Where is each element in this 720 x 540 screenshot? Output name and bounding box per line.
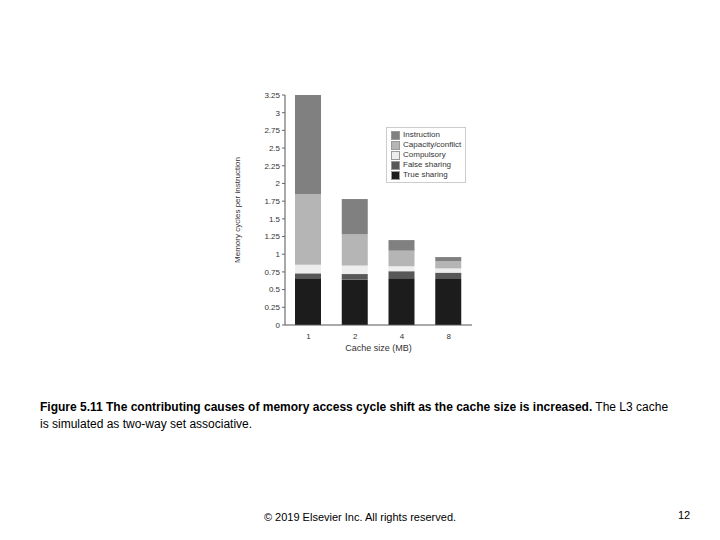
svg-text:0: 0: [276, 321, 281, 330]
svg-text:2: 2: [276, 179, 281, 188]
svg-text:4: 4: [400, 332, 405, 341]
svg-text:Memory cycles per instruction: Memory cycles per instruction: [235, 157, 242, 263]
svg-text:0.25: 0.25: [264, 303, 280, 312]
svg-text:1.5: 1.5: [269, 215, 281, 224]
svg-text:1: 1: [276, 250, 281, 259]
html-text:12: 12: [678, 509, 691, 521]
html-text:© 2019 Elsevier Inc. All right: © 2019 Elsevier Inc. All rights reserved…: [263, 511, 457, 523]
svg-text:2.25: 2.25: [264, 162, 280, 171]
html-text:Capacity/conflict: Capacity/conflict: [403, 140, 462, 149]
svg-text:2.5: 2.5: [269, 144, 281, 153]
svg-text:8: 8: [446, 332, 451, 341]
svg-text:2: 2: [353, 332, 358, 341]
svg-text:3.25: 3.25: [264, 91, 280, 100]
svg-text:1.25: 1.25: [264, 232, 280, 241]
html-text:Figure 5.11 The contributing c: Figure 5.11 The contributing causes of m…: [40, 400, 669, 431]
svg-text:2.75: 2.75: [264, 126, 280, 135]
svg-text:1: 1: [306, 332, 311, 341]
html-text:Instruction: Instruction: [403, 130, 440, 139]
svg-text:1.75: 1.75: [264, 197, 280, 206]
svg-text:Cache size (MB): Cache size (MB): [345, 343, 412, 353]
html-text:False sharing: False sharing: [403, 160, 451, 169]
svg-text:0.75: 0.75: [264, 268, 280, 277]
svg-text:3: 3: [276, 109, 281, 118]
html-text:Compulsory: Compulsory: [403, 150, 446, 159]
html-text:True sharing: True sharing: [403, 170, 448, 179]
svg-text:0.5: 0.5: [269, 285, 281, 294]
